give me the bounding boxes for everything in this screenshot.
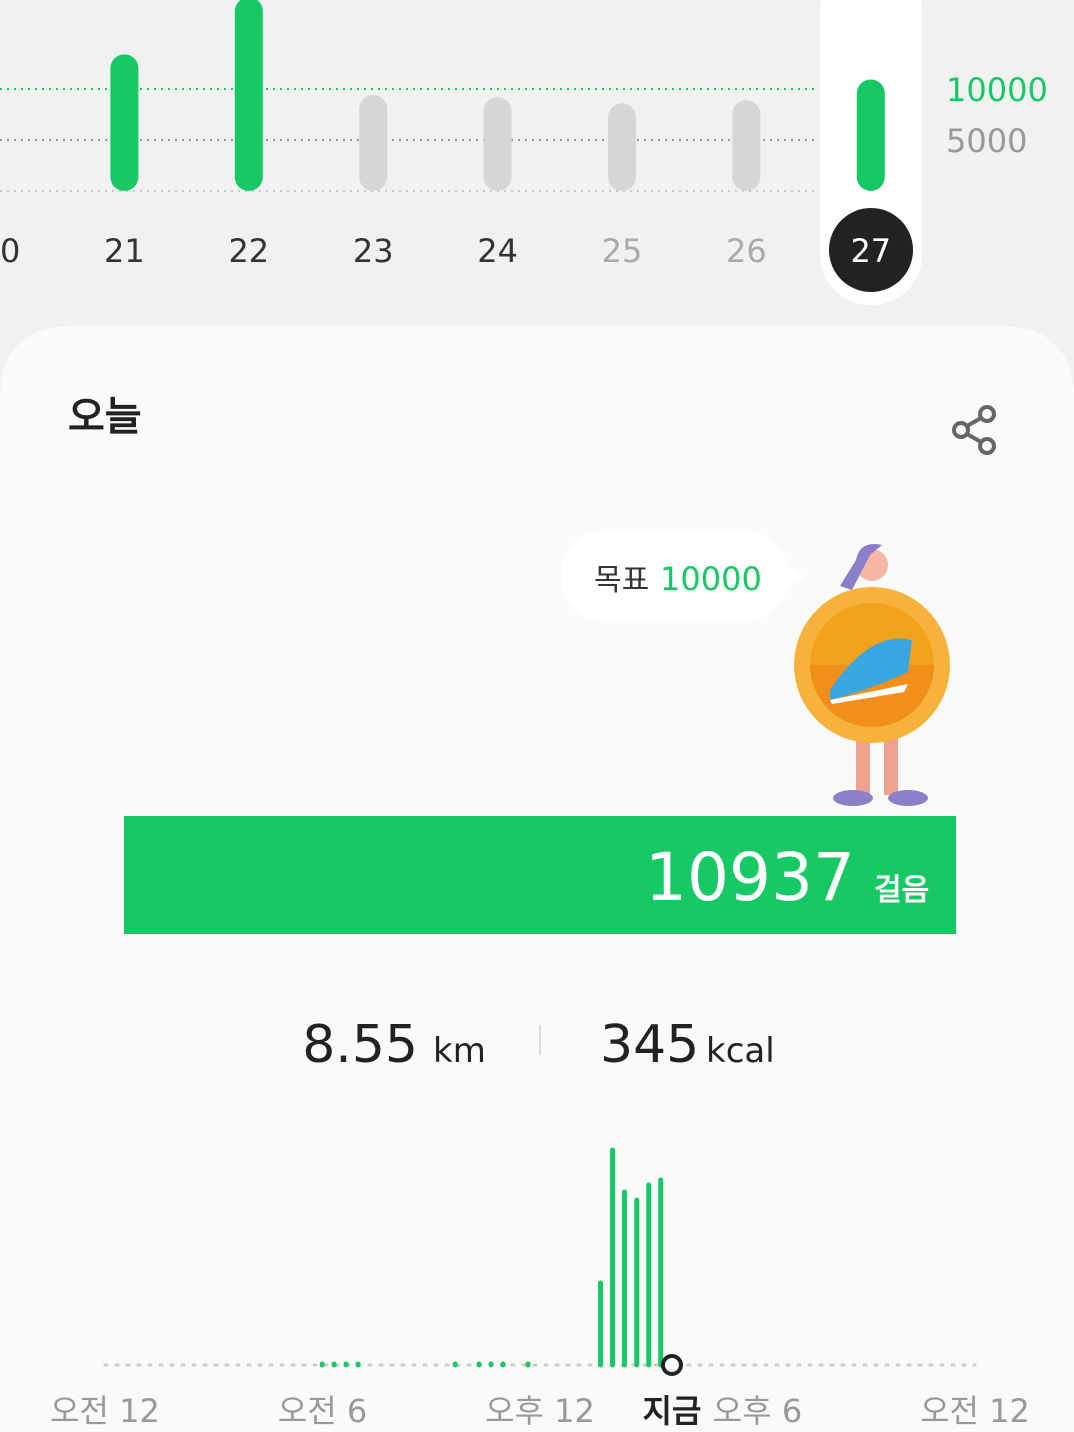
distance-value: 8.55 bbox=[302, 1015, 418, 1075]
character-illustration bbox=[794, 544, 950, 806]
now-label: 지금 bbox=[643, 1392, 702, 1430]
x-tick-label: 오전 12 bbox=[920, 1392, 1030, 1430]
bar bbox=[732, 100, 761, 191]
y-tick-label: 10000 bbox=[946, 71, 1048, 109]
steps-progress-bar bbox=[124, 816, 956, 934]
x-tick-label: 27 bbox=[850, 232, 891, 270]
steps-value: 10937 bbox=[645, 839, 855, 916]
bar bbox=[483, 97, 512, 191]
bar bbox=[234, 0, 263, 191]
x-tick-label: 오전 12 bbox=[50, 1392, 160, 1430]
x-tick-label: 24 bbox=[477, 232, 518, 270]
today-title: 오늘 bbox=[68, 394, 142, 440]
x-tick-label: 오전 6 bbox=[278, 1392, 367, 1430]
goal-value: 10000 bbox=[660, 560, 762, 598]
x-tick-label: 23 bbox=[353, 232, 394, 270]
x-tick-label: 26 bbox=[726, 232, 767, 270]
selected-day-badge[interactable] bbox=[829, 208, 913, 292]
distance-unit: km bbox=[433, 1031, 486, 1071]
y-tick-label: 5000 bbox=[946, 122, 1027, 160]
bar bbox=[608, 103, 636, 191]
x-tick-label: 22 bbox=[228, 232, 269, 270]
now-marker bbox=[660, 1354, 683, 1376]
bar bbox=[110, 54, 139, 191]
bar bbox=[856, 79, 885, 191]
x-tick-label: 21 bbox=[104, 232, 145, 270]
x-tick-label: 오후 6 bbox=[713, 1392, 802, 1430]
steps-unit: 걸음 bbox=[874, 873, 929, 908]
goal-label: 목표 bbox=[594, 563, 649, 598]
calories-value: 345 bbox=[600, 1015, 699, 1075]
bar bbox=[359, 95, 388, 191]
x-tick-label: 20 bbox=[0, 232, 20, 270]
share-button[interactable] bbox=[952, 405, 996, 455]
x-tick-label: 오후 12 bbox=[485, 1392, 595, 1430]
calories-unit: kcal bbox=[706, 1031, 775, 1071]
x-tick-label: 25 bbox=[602, 232, 643, 270]
goal-bubble bbox=[562, 532, 805, 620]
